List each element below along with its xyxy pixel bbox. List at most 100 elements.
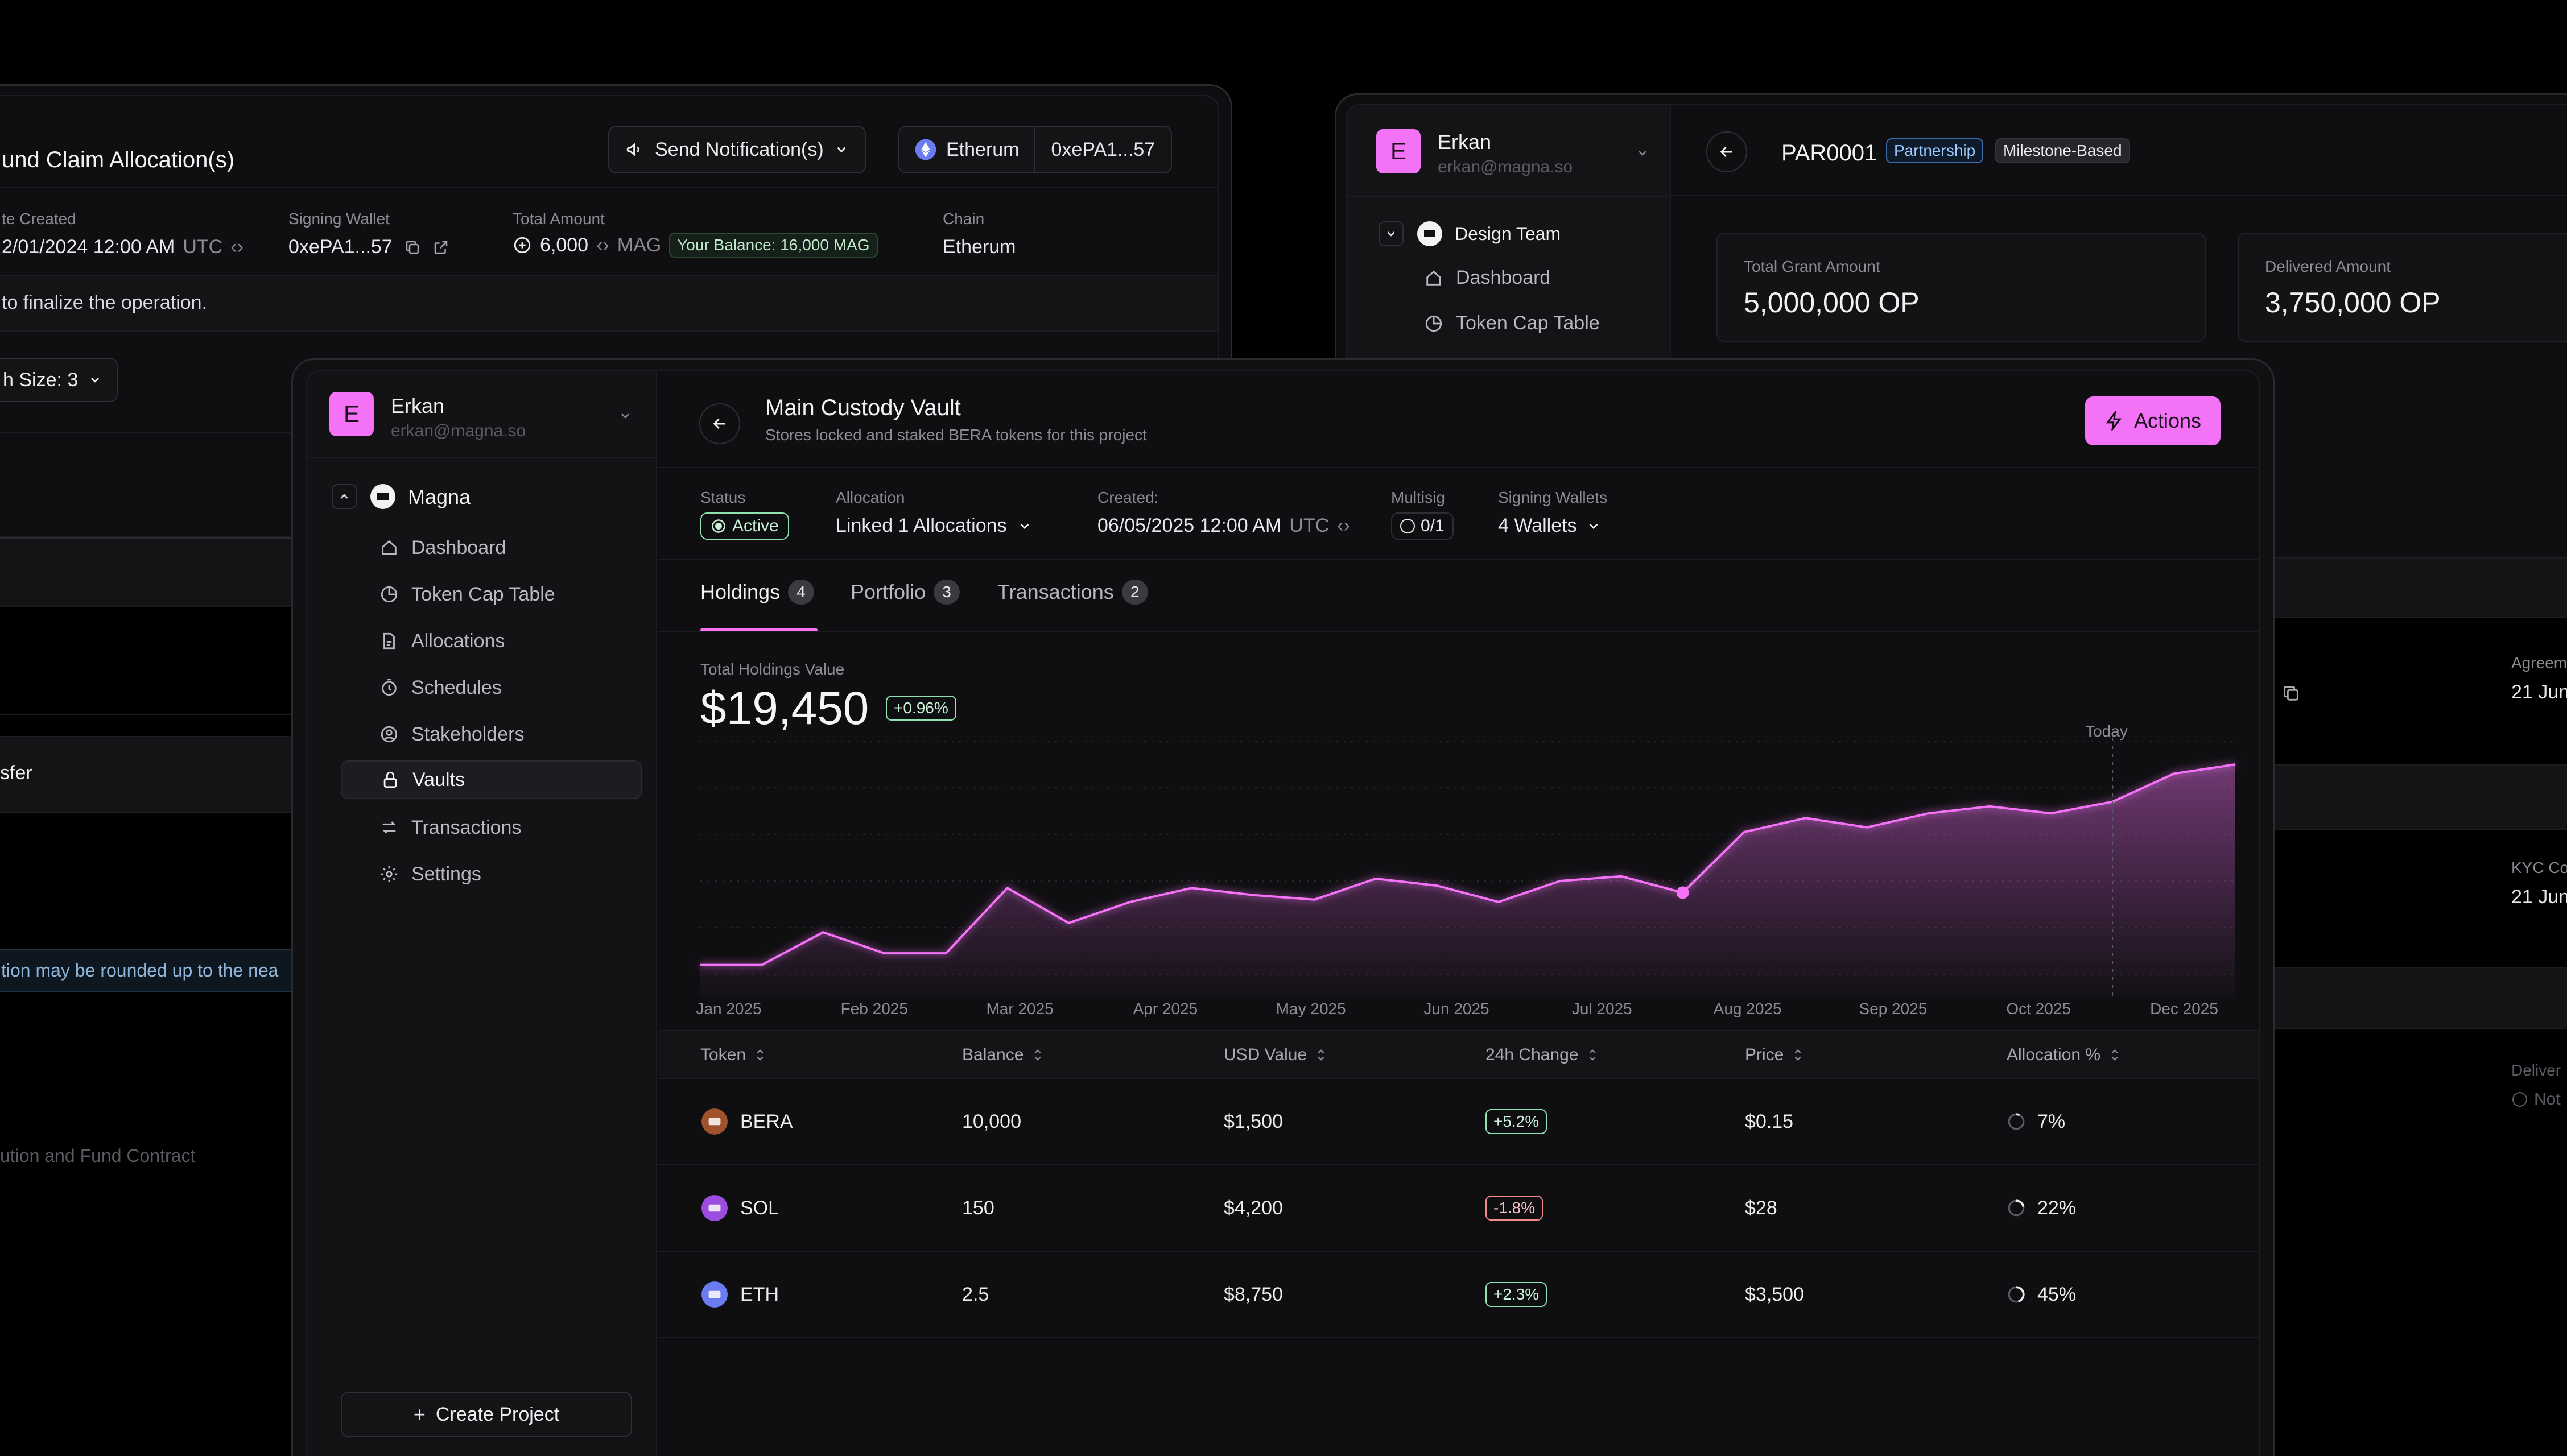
sidebar: E Erkan erkan@magna.so Magna Dashboard T… — [307, 371, 657, 1456]
page-title: und Claim Allocation(s) — [2, 147, 235, 172]
delivered-card: Delivered Amount 3,750,000 OP — [2238, 233, 2567, 342]
sidebar-item-vaults[interactable]: Vaults — [341, 760, 642, 799]
transfer-text: sfer — [0, 762, 32, 784]
tab-transactions[interactable]: Transactions 2 — [997, 580, 1148, 605]
token-cell: SOL — [700, 1165, 779, 1251]
chevron-down-icon — [1017, 519, 1032, 533]
date-created-text: 2/01/2024 12:00 AM — [2, 236, 175, 258]
column-header[interactable]: Allocation % — [2007, 1031, 2121, 1079]
date-created-value: 2/01/2024 12:00 AM UTC ‹› — [2, 236, 244, 258]
sidebar-item-label: Dashboard — [1456, 267, 1551, 288]
signing-wallet-text: 0xePA1...57 — [288, 236, 393, 258]
column-header-label: USD Value — [1224, 1045, 1307, 1064]
deliver-text: Not — [2534, 1090, 2561, 1108]
chevron-down-icon[interactable] — [618, 409, 632, 423]
sidebar-item-token-cap-table[interactable]: Token Cap Table — [341, 575, 642, 614]
x-tick-label: Jul 2025 — [1572, 1000, 1632, 1017]
create-project-button[interactable]: + Create Project — [341, 1392, 632, 1437]
sidebar-item-transactions[interactable]: Transactions — [341, 808, 642, 847]
usd-value-cell: $1,500 — [1224, 1110, 1283, 1132]
actions-button[interactable]: Actions — [2085, 396, 2221, 445]
sidebar-item-dashboard[interactable]: Dashboard — [1424, 267, 1550, 289]
wallet-chip[interactable]: 0xePA1...57 — [1034, 127, 1171, 172]
sol-icon — [700, 1194, 729, 1222]
column-header[interactable]: Token — [700, 1031, 766, 1079]
table-row[interactable]: BERA 10,000 $1,500 +5.2% $0.15 7% — [658, 1079, 2259, 1165]
created-value: 06/05/2025 12:00 AM UTC ‹› — [1097, 515, 1350, 537]
sidebar-item-dashboard[interactable]: Dashboard — [341, 528, 642, 567]
sort-icon[interactable] — [1792, 1048, 1804, 1062]
plus-icon: + — [413, 1403, 426, 1426]
created-label: Created: — [1097, 489, 1159, 506]
sort-icon[interactable] — [2108, 1048, 2121, 1062]
sort-icon[interactable] — [1031, 1048, 1044, 1062]
column-header[interactable]: Price — [1745, 1031, 1804, 1079]
back-button[interactable] — [1706, 131, 1747, 172]
sidebar-item-allocations[interactable]: Allocations — [341, 622, 642, 660]
table-row[interactable]: ETH 2.5 $8,750 +2.3% $3,500 45% — [658, 1252, 2259, 1338]
code-icon[interactable]: ‹› — [596, 234, 609, 256]
tab-count: 3 — [934, 580, 960, 605]
chain-value: Etherum — [943, 236, 1016, 258]
home-icon — [379, 538, 399, 557]
highlight-point — [1676, 886, 1689, 899]
allocation-select[interactable]: Linked 1 Allocations — [836, 515, 1032, 537]
collapse-toggle[interactable] — [332, 484, 357, 509]
token-name: SOL — [740, 1197, 779, 1219]
column-header[interactable]: Balance — [962, 1031, 1044, 1079]
sidebar-item-stakeholders[interactable]: Stakeholders — [341, 715, 642, 754]
collapse-toggle[interactable] — [1379, 221, 1404, 246]
sidebar-item-label: Token Cap Table — [1456, 312, 1600, 334]
batch-size-label: h Size: 3 — [3, 369, 79, 391]
send-notification-button[interactable]: Send Notification(s) — [608, 126, 866, 173]
code-icon[interactable]: ‹› — [230, 236, 244, 258]
create-project-label: Create Project — [435, 1403, 560, 1425]
copy-icon[interactable] — [404, 239, 421, 256]
column-header[interactable]: USD Value — [1224, 1031, 1327, 1079]
signing-wallets-select[interactable]: 4 Wallets — [1498, 515, 1601, 537]
holdings-change-badge: +0.96% — [886, 696, 956, 721]
tab-indicator — [700, 628, 818, 631]
chevron-down-icon[interactable] — [1636, 146, 1649, 160]
timer-icon — [379, 678, 399, 697]
chain-wallet-group: Etherum 0xePA1...57 — [898, 126, 1173, 173]
x-tick-label: Feb 2025 — [841, 1000, 908, 1017]
copy-icon[interactable] — [2281, 684, 2301, 703]
header: PAR0001 Partnership Milestone-Based — [1671, 105, 2567, 196]
sidebar-item-token-cap-table[interactable]: Token Cap Table — [1424, 312, 1600, 334]
sort-icon[interactable] — [1315, 1048, 1327, 1062]
team-name: Design Team — [1455, 224, 1561, 244]
user-circle-icon — [379, 725, 399, 744]
card-value: 3,750,000 OP — [2265, 287, 2441, 318]
batch-size-select[interactable]: h Size: 3 — [0, 358, 118, 402]
sidebar-item-label: Settings — [411, 863, 481, 885]
chain-chip[interactable]: Etherum — [899, 127, 1034, 172]
sort-icon[interactable] — [1586, 1048, 1599, 1062]
tab-holdings[interactable]: Holdings 4 — [700, 580, 815, 605]
holdings-label: Total Holdings Value — [700, 660, 845, 678]
sidebar-item-label: Stakeholders — [411, 723, 525, 745]
allocation-ring-icon — [2007, 1198, 2026, 1218]
megaphone-icon — [625, 140, 645, 159]
project-name: Magna — [408, 485, 471, 508]
external-link-icon[interactable] — [432, 239, 449, 256]
table-row[interactable]: SOL 150 $4,200 -1.8% $28 22% — [658, 1165, 2259, 1252]
code-icon[interactable]: ‹› — [1337, 515, 1350, 536]
status-circle-icon — [1400, 519, 1415, 533]
timezone-label: UTC — [183, 236, 223, 258]
allocation-cell: 7% — [2007, 1079, 2065, 1164]
multisig-value: 0/1 — [1421, 516, 1445, 535]
created-text: 06/05/2025 12:00 AM — [1097, 515, 1282, 536]
back-button[interactable] — [699, 403, 740, 444]
sidebar-item-settings[interactable]: Settings — [341, 855, 642, 894]
rounding-note: tion may be rounded up to the nea — [0, 949, 302, 992]
sort-icon[interactable] — [754, 1048, 766, 1062]
sidebar-item-label: Vaults — [412, 768, 465, 791]
background-window-right-continued: Agreem 21 Jun KYC Co 21 Jun Deliver Not — [2275, 364, 2567, 1160]
project-logo-icon — [369, 483, 397, 510]
column-header[interactable]: 24h Change — [1485, 1031, 1599, 1079]
tab-portfolio[interactable]: Portfolio 3 — [851, 580, 960, 605]
sidebar-item-schedules[interactable]: Schedules — [341, 668, 642, 707]
total-amount-text: 6,000 — [540, 234, 589, 256]
chevron-down-icon — [88, 373, 102, 387]
